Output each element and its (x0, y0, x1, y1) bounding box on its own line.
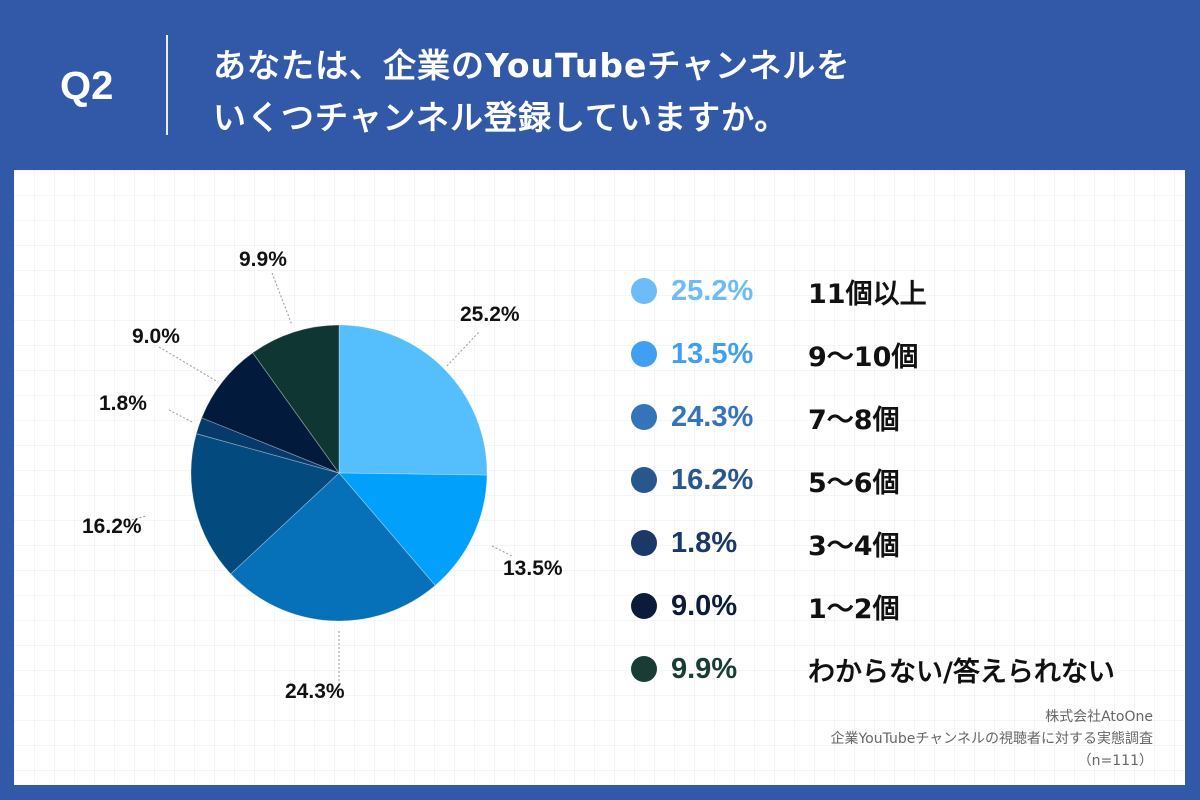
legend-item: 1.8% 3〜4個 (631, 523, 900, 563)
pie-slice (201, 352, 341, 474)
legend-category: 3〜4個 (808, 530, 900, 562)
slice-label: 16.2% (82, 515, 142, 538)
leader-line (491, 545, 513, 557)
legend-category: 11個以上 (808, 278, 927, 310)
legend-dot-icon (631, 656, 657, 682)
leader-line (271, 272, 293, 326)
question-number: Q2 (60, 64, 114, 108)
legend-dot-icon (631, 404, 657, 430)
source-sample-size: （n=111） (1077, 753, 1153, 769)
leader-line (158, 346, 219, 383)
legend-dot-icon (631, 278, 657, 304)
slice-label: 13.5% (503, 557, 563, 580)
legend-item: 25.2% 11個以上 (631, 271, 927, 311)
pie-slice (338, 472, 488, 587)
legend-percent: 1.8% (671, 526, 738, 559)
legend-item: 13.5% 9〜10個 (631, 334, 918, 374)
legend-dot-icon (631, 341, 657, 367)
legend-category: 7〜8個 (808, 404, 900, 436)
legend-percent: 9.0% (671, 589, 738, 622)
header-divider (166, 35, 168, 135)
pie-slice (195, 417, 340, 474)
legend-dot-icon (631, 530, 657, 556)
legend-percent: 25.2% (671, 274, 754, 307)
legend-category: 5〜6個 (808, 467, 900, 499)
pie-slice (338, 324, 488, 476)
slice-label: 9.0% (132, 325, 180, 348)
legend-percent: 16.2% (671, 463, 754, 496)
slice-label: 25.2% (460, 303, 520, 326)
source-company: 株式会社AtoOne (1045, 709, 1153, 725)
legend-percent: 24.3% (671, 400, 754, 433)
pie-slice (230, 472, 436, 622)
legend-category: 1〜2個 (808, 593, 900, 625)
slice-label: 1.8% (99, 392, 147, 415)
question-title-line2: いくつチャンネル登録していますか。 (213, 98, 789, 137)
slice-label: 9.9% (239, 248, 287, 271)
pie-slice (252, 324, 340, 475)
legend-category: 9〜10個 (808, 341, 919, 373)
question-title-line1: あなたは、企業のYouTubeチャンネルを (213, 46, 851, 85)
source-survey: 企業YouTubeチャンネルの視聴者に対する実態調査 (830, 731, 1153, 747)
chart-panel: 25.2% 13.5% 24.3% 16.2% 1.8% 9.0% 9.9% 25.2% 1… (14, 170, 1185, 785)
legend-category: わからない/答えられない (808, 656, 1115, 688)
legend-dot-icon (631, 467, 657, 493)
pie-chart (123, 272, 513, 682)
question-title: あなたは、企業のYouTubeチャンネルを いくつチャンネル登録していますか。 (213, 40, 850, 144)
slice-label: 24.3% (285, 680, 345, 703)
leader-line (168, 409, 193, 423)
legend-percent: 13.5% (671, 337, 754, 370)
header: Q2 あなたは、企業のYouTubeチャンネルを いくつチャンネル登録しています… (0, 0, 1200, 170)
leader-line (446, 331, 480, 367)
pie-slice (190, 433, 340, 575)
legend-dot-icon (631, 593, 657, 619)
legend-item: 16.2% 5〜6個 (631, 460, 900, 500)
source-note: 株式会社AtoOne 企業YouTubeチャンネルの視聴者に対する実態調査 （n… (830, 706, 1153, 772)
legend-percent: 9.9% (671, 652, 738, 685)
legend-item: 24.3% 7〜8個 (631, 397, 900, 437)
legend-item: 9.9% わからない/答えられない (631, 649, 1115, 689)
legend-item: 9.0% 1〜2個 (631, 586, 900, 626)
